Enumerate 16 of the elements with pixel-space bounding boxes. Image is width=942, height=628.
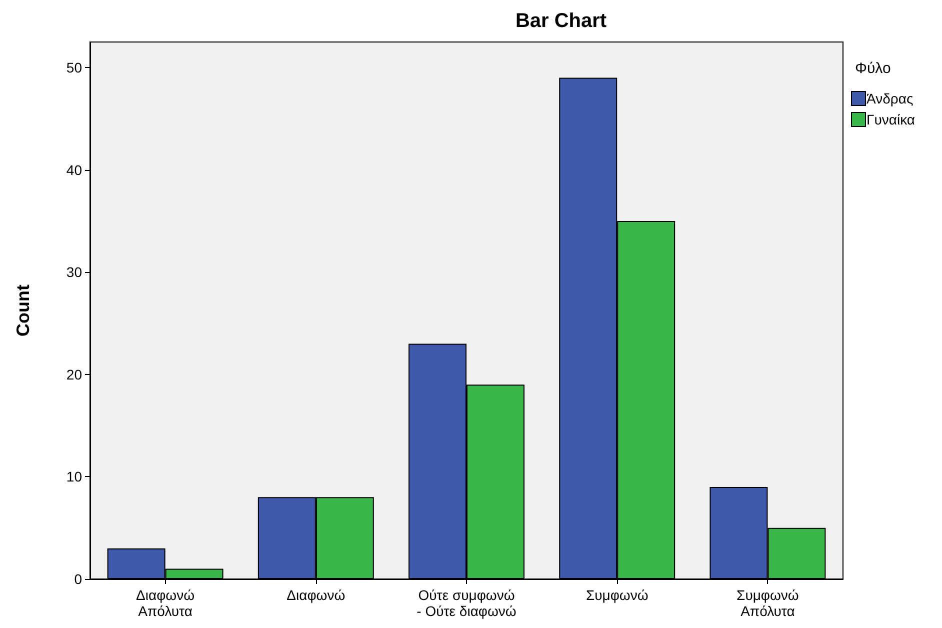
y-tick-label: 20 <box>66 366 82 382</box>
x-tick-label: Συμφωνώ Απόλυτα <box>736 587 799 619</box>
y-tick-label: 10 <box>66 468 82 485</box>
x-tick-label: Διαφωνώ Απόλυτα <box>136 587 195 619</box>
y-tick-label: 30 <box>66 264 82 280</box>
chart-title: Bar Chart <box>515 10 607 32</box>
legend-label: Άνδρας <box>866 90 914 106</box>
legend-title: Φύλο <box>855 60 891 77</box>
y-tick-label: 50 <box>66 60 82 76</box>
x-tick-label: Συμφωνώ <box>586 587 648 603</box>
x-tick-label: Διαφωνώ <box>286 587 346 603</box>
legend-label: Γυναίκα <box>866 112 915 128</box>
y-axis-title: Count <box>13 284 33 336</box>
x-tick-label: Ούτε συμφωνώ - Ούτε διαφωνώ <box>416 587 516 619</box>
y-tick-label: 40 <box>66 162 82 178</box>
y-tick-label: 0 <box>74 571 82 587</box>
